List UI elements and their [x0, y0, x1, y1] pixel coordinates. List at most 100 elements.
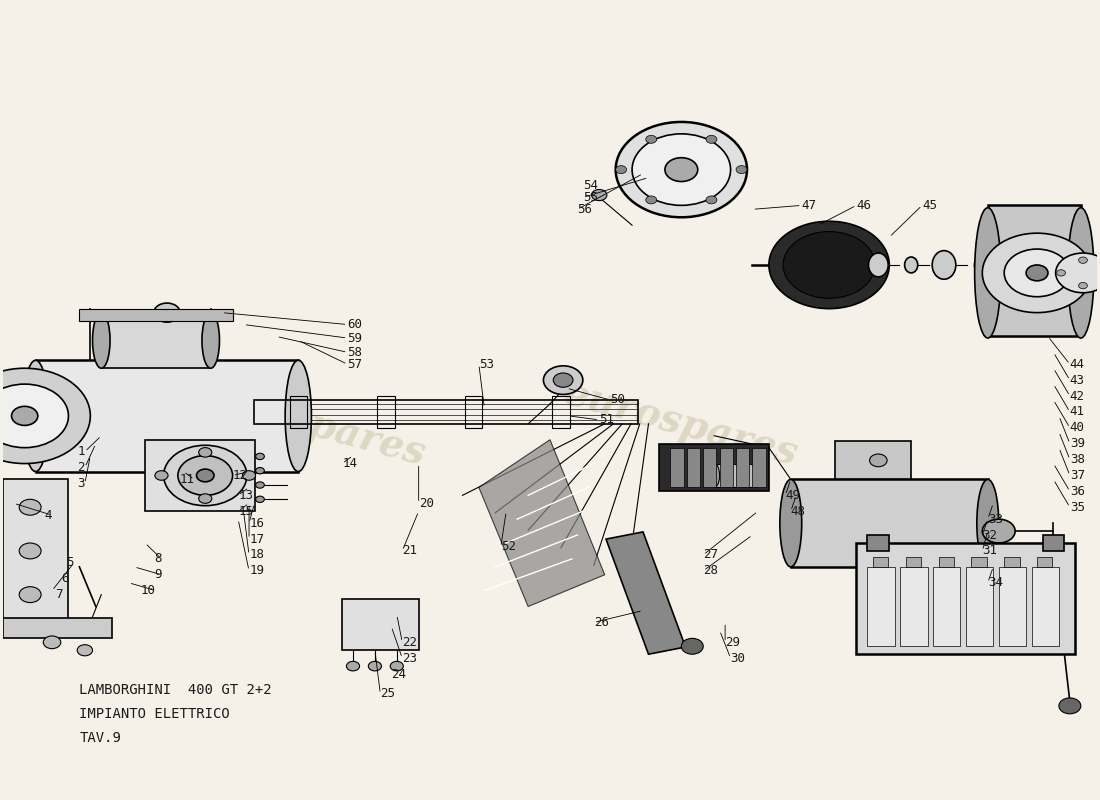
Circle shape — [255, 467, 264, 474]
Bar — [752, 448, 766, 487]
Circle shape — [346, 662, 360, 671]
Text: 21: 21 — [403, 545, 417, 558]
Circle shape — [1079, 282, 1088, 289]
Ellipse shape — [708, 463, 719, 487]
Text: 29: 29 — [725, 636, 740, 649]
Text: LAMBORGHINI  400 GT 2+2: LAMBORGHINI 400 GT 2+2 — [79, 683, 272, 697]
Text: 43: 43 — [1070, 374, 1085, 386]
Text: 49: 49 — [785, 489, 801, 502]
Circle shape — [43, 636, 60, 649]
Text: 41: 41 — [1070, 406, 1085, 418]
Circle shape — [255, 454, 264, 459]
Text: 6: 6 — [60, 572, 68, 586]
Bar — [868, 535, 889, 551]
Circle shape — [592, 190, 607, 201]
Circle shape — [390, 662, 404, 671]
Text: 37: 37 — [1070, 469, 1085, 482]
Ellipse shape — [285, 360, 311, 471]
Circle shape — [19, 586, 41, 602]
Circle shape — [1004, 249, 1070, 297]
Text: 22: 22 — [403, 636, 417, 649]
Circle shape — [0, 368, 90, 463]
Text: 32: 32 — [982, 529, 998, 542]
Circle shape — [199, 494, 212, 503]
Ellipse shape — [904, 257, 917, 273]
Bar — [659, 444, 769, 491]
Bar — [670, 448, 683, 487]
Circle shape — [1059, 698, 1081, 714]
Bar — [3, 479, 68, 622]
Bar — [552, 396, 570, 428]
Text: 1: 1 — [77, 445, 85, 458]
Text: 44: 44 — [1070, 358, 1085, 370]
Circle shape — [870, 454, 887, 466]
Bar — [464, 396, 482, 428]
Text: 58: 58 — [348, 346, 363, 359]
Circle shape — [706, 196, 717, 204]
Circle shape — [77, 645, 92, 656]
Text: TAV.9: TAV.9 — [79, 730, 121, 745]
Bar — [971, 558, 987, 567]
Bar — [933, 567, 960, 646]
Text: 54: 54 — [583, 179, 597, 192]
Circle shape — [736, 166, 747, 174]
Text: 34: 34 — [988, 576, 1003, 590]
Text: 40: 40 — [1070, 422, 1085, 434]
Bar — [145, 440, 254, 511]
Text: eurospares: eurospares — [560, 374, 803, 474]
Bar — [35, 360, 298, 471]
Text: 10: 10 — [141, 584, 156, 597]
Text: 17: 17 — [249, 533, 264, 546]
Ellipse shape — [977, 479, 999, 567]
Ellipse shape — [1068, 208, 1093, 338]
Bar — [938, 558, 954, 567]
Text: 11: 11 — [179, 473, 195, 486]
Text: 35: 35 — [1070, 501, 1085, 514]
Circle shape — [255, 482, 264, 488]
Circle shape — [664, 158, 697, 182]
Bar — [606, 532, 685, 654]
Text: 14: 14 — [342, 457, 358, 470]
Circle shape — [646, 135, 657, 143]
Bar — [3, 618, 112, 638]
Bar — [703, 448, 716, 487]
Text: 38: 38 — [1070, 453, 1085, 466]
Ellipse shape — [92, 313, 110, 368]
Bar — [873, 558, 888, 567]
Text: 24: 24 — [392, 667, 406, 681]
Bar — [377, 396, 395, 428]
Text: 56: 56 — [578, 203, 593, 216]
Bar — [719, 448, 733, 487]
Circle shape — [1057, 270, 1066, 276]
Circle shape — [553, 373, 573, 387]
Text: 48: 48 — [791, 505, 806, 518]
Text: 4: 4 — [44, 509, 52, 522]
Polygon shape — [478, 440, 605, 606]
Bar — [714, 463, 758, 487]
Circle shape — [242, 470, 255, 480]
Bar — [1032, 567, 1059, 646]
Circle shape — [646, 196, 657, 204]
Text: 15: 15 — [238, 505, 253, 518]
Text: 19: 19 — [249, 564, 264, 578]
Bar — [736, 448, 749, 487]
Text: 55: 55 — [583, 191, 597, 204]
Text: 45: 45 — [922, 199, 937, 212]
Bar — [868, 567, 894, 646]
Bar — [1037, 558, 1053, 567]
Bar — [342, 598, 419, 650]
Text: 26: 26 — [594, 616, 608, 629]
Circle shape — [178, 456, 232, 495]
Bar — [79, 309, 232, 321]
Ellipse shape — [975, 255, 990, 274]
Text: 46: 46 — [857, 199, 871, 212]
Text: 7: 7 — [55, 588, 63, 601]
Circle shape — [543, 366, 583, 394]
Circle shape — [783, 231, 876, 298]
Text: 30: 30 — [730, 652, 746, 665]
Text: 16: 16 — [249, 517, 264, 530]
Text: 59: 59 — [348, 331, 363, 345]
Circle shape — [769, 222, 889, 309]
Text: 23: 23 — [403, 652, 417, 665]
Bar — [966, 567, 993, 646]
